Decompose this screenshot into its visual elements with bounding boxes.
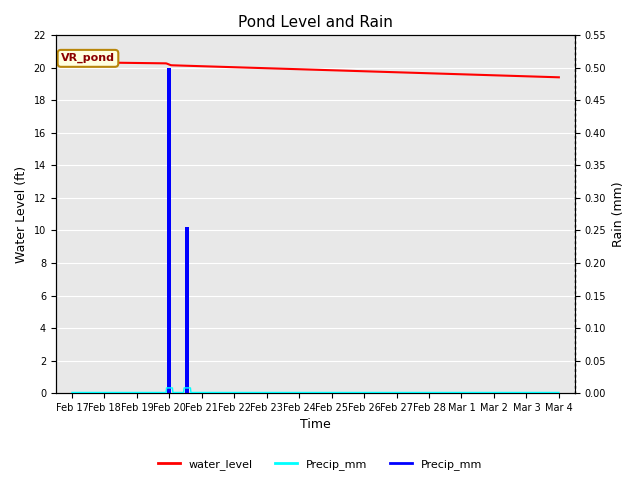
Bar (186, 227, 189, 393)
Legend: water_level, Precip_mm, Precip_mm: water_level, Precip_mm, Precip_mm (153, 455, 487, 474)
Text: VR_pond: VR_pond (61, 53, 115, 63)
Y-axis label: Water Level (ft): Water Level (ft) (15, 166, 28, 263)
X-axis label: Time: Time (300, 419, 331, 432)
Y-axis label: Rain (mm): Rain (mm) (612, 181, 625, 247)
Title: Pond Level and Rain: Pond Level and Rain (238, 15, 393, 30)
Bar (168, 68, 172, 393)
